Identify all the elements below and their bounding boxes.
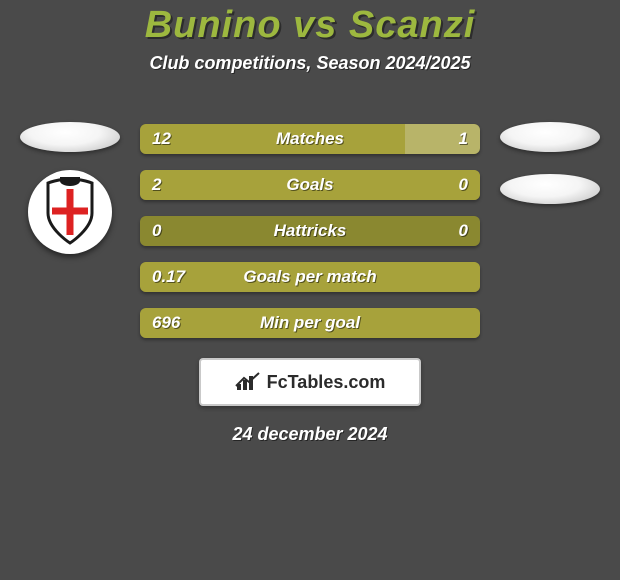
bar-label: Matches (140, 124, 480, 154)
bar-label: Goals per match (140, 262, 480, 292)
right-badges (500, 122, 600, 226)
shield-icon (40, 177, 100, 247)
source-logo-text: FcTables.com (267, 372, 386, 393)
stat-bar-row: 0.17Goals per match (140, 262, 480, 292)
source-logo: FcTables.com (199, 358, 421, 406)
placeholder-badge-right-1 (500, 122, 600, 152)
club-badge-left (28, 170, 112, 254)
page-subtitle: Club competitions, Season 2024/2025 (0, 53, 620, 74)
bar-label: Goals (140, 170, 480, 200)
stat-bar-row: 00Hattricks (140, 216, 480, 246)
footer-block: FcTables.com 24 december 2024 (0, 352, 620, 445)
bar-chart-icon (235, 372, 261, 392)
stat-bar-row: 20Goals (140, 170, 480, 200)
placeholder-badge-left (20, 122, 120, 152)
comparison-infographic: Bunino vs Scanzi Club competitions, Seas… (0, 0, 620, 580)
left-badges (20, 122, 120, 254)
bar-label: Hattricks (140, 216, 480, 246)
date-label: 24 december 2024 (0, 424, 620, 445)
stat-bar-row: 121Matches (140, 124, 480, 154)
stat-bars: 121Matches 20Goals 00Hattricks 0.17Goals pe… (140, 124, 480, 354)
bar-label: Min per goal (140, 308, 480, 338)
page-title: Bunino vs Scanzi (0, 0, 620, 47)
placeholder-badge-right-2 (500, 174, 600, 204)
stat-bar-row: 696Min per goal (140, 308, 480, 338)
